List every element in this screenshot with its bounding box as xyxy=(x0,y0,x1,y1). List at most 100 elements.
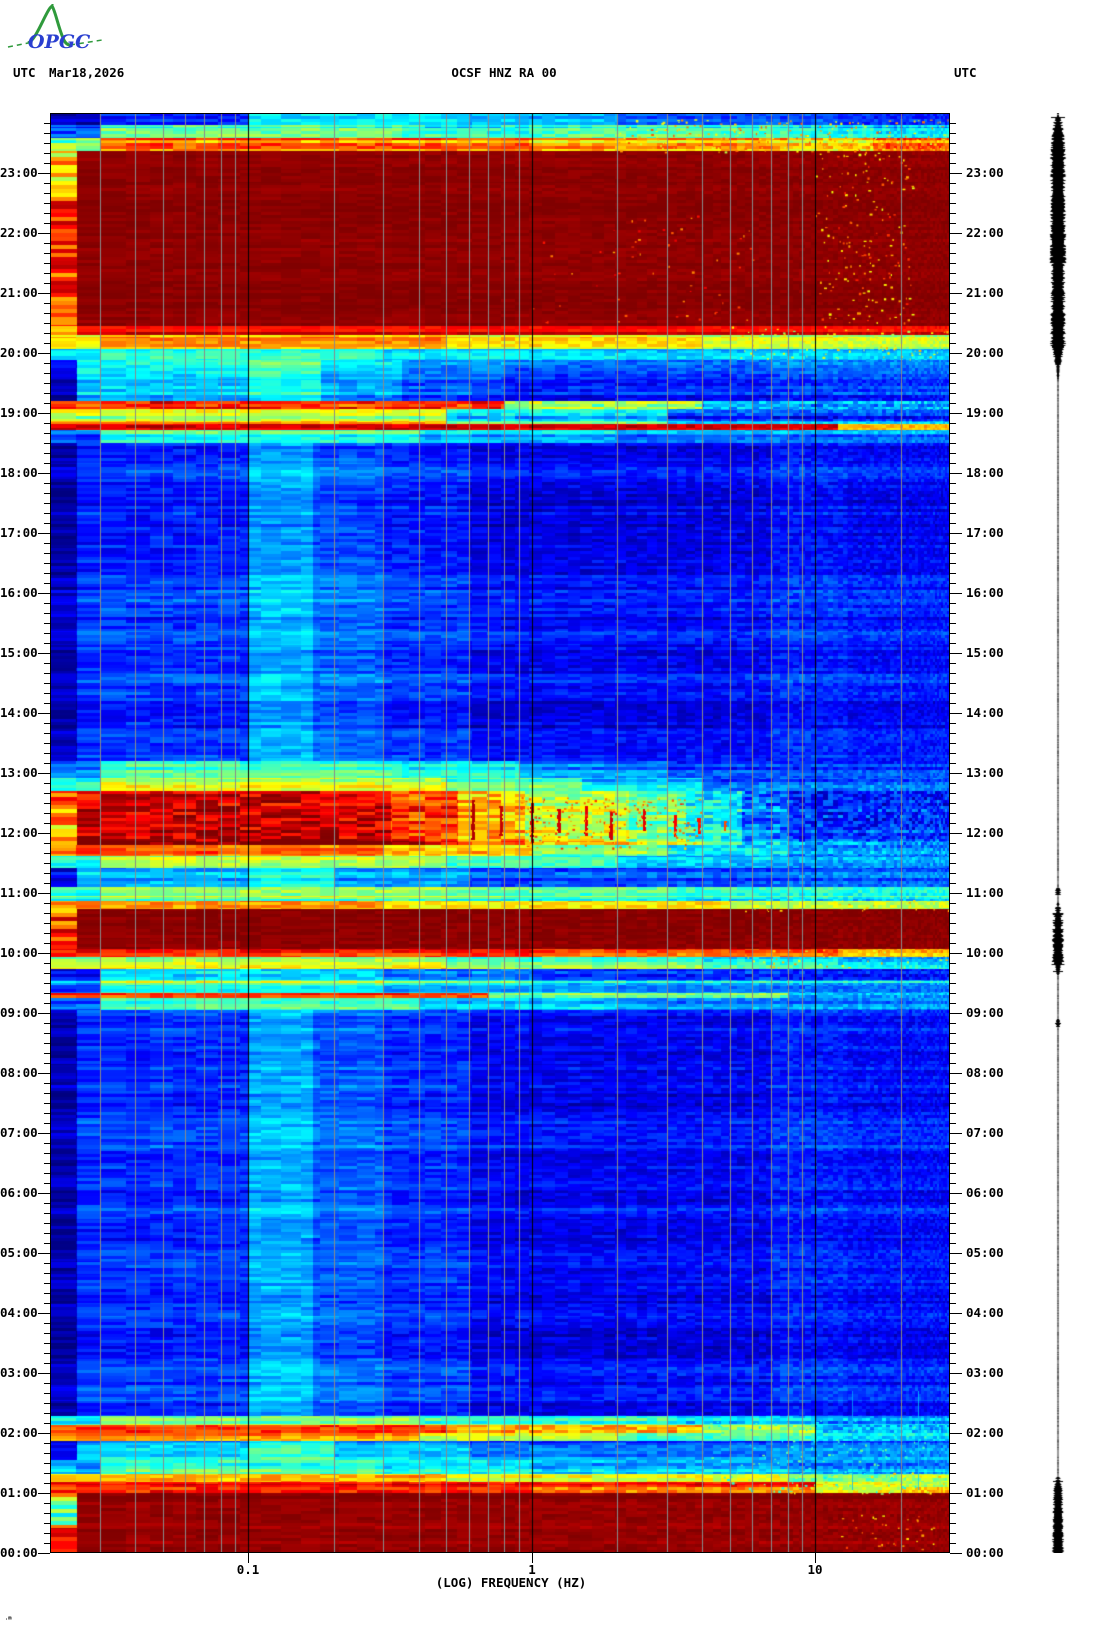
y-axis-minor-tick xyxy=(44,143,50,144)
y-axis-major-tick xyxy=(38,713,50,714)
y-axis-minor-tick xyxy=(950,543,956,544)
y-axis-minor-tick xyxy=(44,203,50,204)
y-axis-minor-tick xyxy=(44,563,50,564)
y-axis-minor-tick xyxy=(44,443,50,444)
y-axis-minor-tick xyxy=(950,1363,956,1364)
y-axis-label-right: 08:00 xyxy=(966,1065,1004,1080)
y-axis-minor-tick xyxy=(950,523,956,524)
y-axis-minor-tick xyxy=(950,573,956,574)
y-axis-label-left: 23:00 xyxy=(0,165,38,180)
y-axis-major-tick xyxy=(38,173,50,174)
y-axis-major-tick xyxy=(950,833,962,834)
y-axis-minor-tick xyxy=(44,163,50,164)
y-axis-major-tick xyxy=(38,233,50,234)
y-axis-minor-tick xyxy=(950,1403,956,1404)
y-axis-minor-tick xyxy=(44,1453,50,1454)
y-axis-minor-tick xyxy=(950,1543,956,1544)
y-axis-minor-tick xyxy=(950,693,956,694)
y-axis-label-right: 19:00 xyxy=(966,405,1004,420)
y-axis-minor-tick xyxy=(950,273,956,274)
y-axis-minor-tick xyxy=(950,1053,956,1054)
y-axis-label-right: 06:00 xyxy=(966,1185,1004,1200)
y-axis-label-right: 10:00 xyxy=(966,945,1004,960)
y-axis-minor-tick xyxy=(950,493,956,494)
y-axis-label-left: 16:00 xyxy=(0,585,38,600)
logo-text: OPGC xyxy=(28,31,90,53)
y-axis-minor-tick xyxy=(950,243,956,244)
y-axis-label-left: 15:00 xyxy=(0,645,38,660)
y-axis-minor-tick xyxy=(44,793,50,794)
y-axis-major-tick xyxy=(950,773,962,774)
y-axis-minor-tick xyxy=(950,1093,956,1094)
y-axis-minor-tick xyxy=(950,863,956,864)
y-axis-minor-tick xyxy=(950,423,956,424)
y-axis-minor-tick xyxy=(44,1063,50,1064)
y-axis-major-tick xyxy=(38,1313,50,1314)
y-axis-major-tick xyxy=(38,1193,50,1194)
y-axis-major-tick xyxy=(38,533,50,534)
y-axis-minor-tick xyxy=(950,943,956,944)
y-axis-minor-tick xyxy=(44,1053,50,1054)
y-axis-minor-tick xyxy=(44,1343,50,1344)
y-axis-minor-tick xyxy=(44,803,50,804)
y-axis-minor-tick xyxy=(950,1023,956,1024)
y-axis-major-tick xyxy=(38,1073,50,1074)
y-axis-minor-tick xyxy=(44,873,50,874)
y-axis-minor-tick xyxy=(44,1543,50,1544)
y-axis-minor-tick xyxy=(950,1473,956,1474)
y-axis-minor-tick xyxy=(44,623,50,624)
y-axis-minor-tick xyxy=(44,1523,50,1524)
y-axis-minor-tick xyxy=(44,573,50,574)
y-axis-minor-tick xyxy=(44,303,50,304)
x-axis-title: (LOG) FREQUENCY (HZ) xyxy=(435,1575,587,1590)
y-axis-major-tick xyxy=(950,1013,962,1014)
y-axis-minor-tick xyxy=(950,1173,956,1174)
y-axis-minor-tick xyxy=(44,503,50,504)
y-axis-minor-tick xyxy=(44,313,50,314)
y-axis-major-tick xyxy=(38,833,50,834)
y-axis-minor-tick xyxy=(950,723,956,724)
y-axis-minor-tick xyxy=(44,543,50,544)
y-axis-major-tick xyxy=(38,593,50,594)
x-axis-label: 1 xyxy=(528,1562,536,1577)
footnote-mark: .m xyxy=(4,1614,12,1622)
y-axis-minor-tick xyxy=(44,993,50,994)
y-axis-minor-tick xyxy=(44,1533,50,1534)
y-axis-minor-tick xyxy=(950,253,956,254)
y-axis-minor-tick xyxy=(950,303,956,304)
y-axis-label-left: 20:00 xyxy=(0,345,38,360)
y-axis-major-tick xyxy=(950,1253,962,1254)
y-axis-minor-tick xyxy=(44,423,50,424)
y-axis-minor-tick xyxy=(950,263,956,264)
y-axis-label-left: 09:00 xyxy=(0,1005,38,1020)
y-axis-minor-tick xyxy=(44,583,50,584)
y-axis-minor-tick xyxy=(950,1343,956,1344)
y-axis-minor-tick xyxy=(950,1163,956,1164)
y-axis-minor-tick xyxy=(950,323,956,324)
y-axis-minor-tick xyxy=(44,933,50,934)
y-axis-minor-tick xyxy=(950,1523,956,1524)
y-axis-minor-tick xyxy=(950,1393,956,1394)
y-axis-minor-tick xyxy=(44,843,50,844)
y-axis-major-tick xyxy=(950,953,962,954)
y-axis-minor-tick xyxy=(44,1103,50,1104)
y-axis-minor-tick xyxy=(950,1333,956,1334)
y-axis-minor-tick xyxy=(44,463,50,464)
y-axis-minor-tick xyxy=(44,633,50,634)
y-axis-minor-tick xyxy=(44,693,50,694)
y-axis-minor-tick xyxy=(44,1323,50,1324)
y-axis-minor-tick xyxy=(44,493,50,494)
y-axis-major-tick xyxy=(950,353,962,354)
y-axis-minor-tick xyxy=(950,213,956,214)
y-axis-minor-tick xyxy=(950,873,956,874)
y-axis-major-tick xyxy=(950,1073,962,1074)
y-axis-minor-tick xyxy=(44,783,50,784)
y-axis-label-right: 13:00 xyxy=(966,765,1004,780)
y-axis-label-left: 05:00 xyxy=(0,1245,38,1260)
x-axis-tick xyxy=(248,1553,249,1563)
y-axis-minor-tick xyxy=(44,483,50,484)
y-axis-label-left: 14:00 xyxy=(0,705,38,720)
x-axis-label: 0.1 xyxy=(236,1562,260,1577)
y-axis-minor-tick xyxy=(44,1363,50,1364)
